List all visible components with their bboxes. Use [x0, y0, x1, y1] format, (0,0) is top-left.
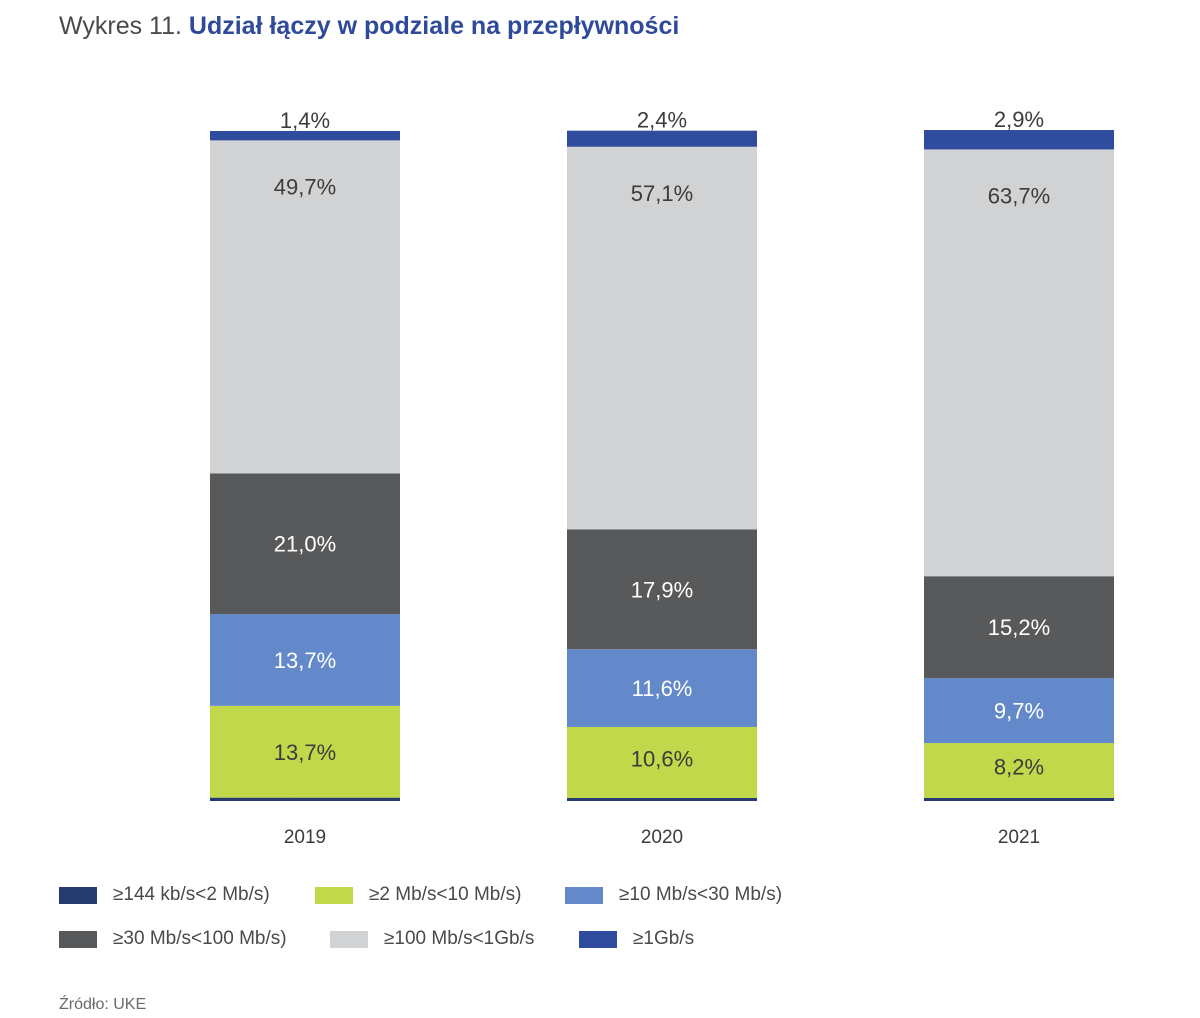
- chart-title: Wykres 11. Udział łączy w podziale na pr…: [59, 12, 679, 41]
- legend-label: ≥10 Mb/s<30 Mb/s): [619, 884, 783, 905]
- data-label-2020-1: 10,6%: [631, 746, 693, 771]
- data-label-2021-5: 2,9%: [994, 107, 1044, 132]
- category-label-2019: 2019: [284, 827, 326, 848]
- bar-segment-2020-1: [567, 726, 757, 798]
- data-label-2020-3: 17,9%: [631, 577, 693, 602]
- data-label-2021-2: 9,7%: [994, 699, 1044, 724]
- legend-item-5: ≥1Gb/s: [579, 928, 694, 950]
- bar-segment-2020-4: [567, 146, 757, 530]
- bar-segment-2020-0: [567, 798, 757, 801]
- bar-segment-2019-4: [210, 140, 400, 474]
- legend-swatch: [59, 886, 97, 904]
- legend-swatch: [59, 930, 97, 948]
- legend-swatch: [565, 886, 603, 904]
- source-note: Źródło: UKE: [59, 996, 147, 1013]
- legend-item-4: ≥100 Mb/s<1Gb/s: [330, 928, 534, 950]
- bar-segment-2019-0: [210, 797, 400, 801]
- legend-item-3: ≥30 Mb/s<100 Mb/s): [59, 928, 287, 950]
- legend-label: ≥30 Mb/s<100 Mb/s): [113, 928, 287, 949]
- legend-swatch: [315, 886, 353, 904]
- data-label-2021-3: 15,2%: [988, 615, 1050, 640]
- bar-segment-2019-3: [210, 473, 400, 615]
- bar-segment-2020-3: [567, 529, 757, 650]
- legend-item-1: ≥2 Mb/s<10 Mb/s): [315, 884, 521, 906]
- stacked-bar-chart: 0,5%13,7%13,7%21,0%49,7%1,4%20190,4%10,6…: [210, 107, 1114, 848]
- bar-segment-2021-2: [924, 678, 1114, 744]
- chart-title-prefix: Wykres 11.: [59, 12, 182, 40]
- category-label-2021: 2021: [998, 827, 1040, 848]
- data-label-2020-4: 57,1%: [631, 181, 693, 206]
- legend-label: ≥2 Mb/s<10 Mb/s): [369, 884, 522, 905]
- data-label-2020-5: 2,4%: [637, 108, 687, 133]
- legend-swatch: [579, 930, 617, 948]
- legend-label: ≥100 Mb/s<1Gb/s: [384, 928, 535, 949]
- legend-item-2: ≥10 Mb/s<30 Mb/s): [565, 884, 782, 906]
- bar-segment-2020-2: [567, 649, 757, 727]
- data-label-2019-1: 13,7%: [274, 740, 336, 765]
- chart-title-main: Udział łączy w podziale na przepływności: [188, 12, 680, 40]
- bar-segment-2021-1: [924, 743, 1114, 798]
- legend-item-0: ≥144 kb/s<2 Mb/s): [59, 884, 270, 906]
- bar-segment-2019-2: [210, 614, 400, 706]
- data-label-2019-2: 13,7%: [274, 648, 336, 673]
- bar-segment-2021-0: [924, 798, 1114, 801]
- bar-segment-2021-3: [924, 576, 1114, 679]
- data-label-2021-4: 63,7%: [988, 183, 1050, 208]
- data-label-2021-1: 8,2%: [994, 755, 1044, 780]
- bar-segment-2021-4: [924, 149, 1114, 577]
- data-label-2019-4: 49,7%: [274, 174, 336, 199]
- bar-segment-2019-5: [210, 131, 400, 141]
- bar-segment-2021-5: [924, 130, 1114, 150]
- legend-swatch: [330, 930, 368, 948]
- bar-segment-2020-5: [567, 130, 757, 147]
- category-label-2020: 2020: [641, 827, 683, 848]
- legend-label: ≥1Gb/s: [633, 928, 695, 949]
- data-label-2019-3: 21,0%: [274, 532, 336, 557]
- bar-segment-2019-1: [210, 705, 400, 798]
- data-label-2019-5: 1,4%: [280, 108, 330, 133]
- legend-label: ≥144 kb/s<2 Mb/s): [113, 884, 270, 905]
- data-label-2020-2: 11,6%: [632, 676, 693, 701]
